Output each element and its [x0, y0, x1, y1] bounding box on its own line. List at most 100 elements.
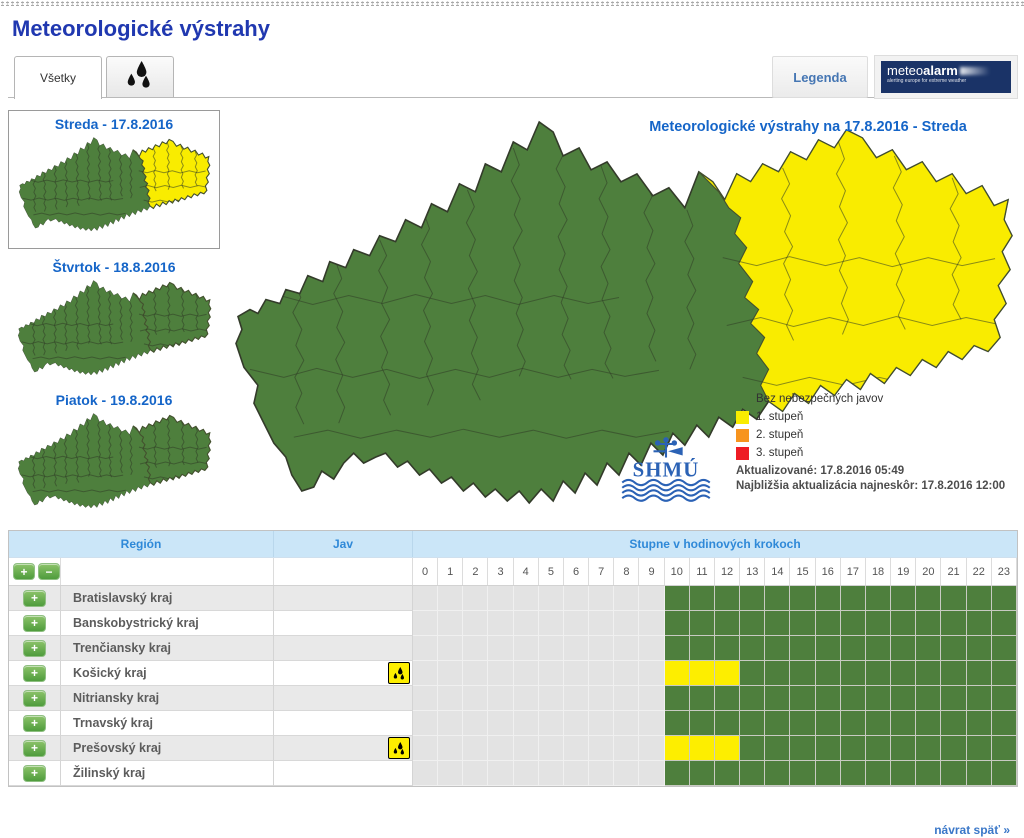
hour-cell [513, 636, 539, 661]
hour-cell [815, 611, 841, 636]
map-title: Meteorologické výstrahy na 17.8.2016 - S… [649, 119, 967, 135]
hour-header-label: 14 [765, 558, 791, 585]
legend-button[interactable]: Legenda [772, 56, 868, 98]
hour-cell [815, 686, 841, 711]
hour-cell [891, 761, 917, 786]
legend-color-yellow [736, 410, 749, 424]
hour-cell [413, 761, 439, 786]
region-cell: Košický kraj [61, 661, 274, 686]
hour-cell [966, 761, 992, 786]
legend-item-none: Bez nebezpečných javov [736, 390, 883, 408]
hour-cell [714, 686, 741, 711]
hour-cell [941, 586, 967, 611]
hour-cell [790, 711, 816, 736]
hour-header-label: 12 [715, 558, 741, 585]
hour-header-label: 21 [941, 558, 967, 585]
day-thumbnail-friday[interactable]: Piatok - 19.8.2016 [8, 387, 220, 519]
hour-cell [891, 611, 917, 636]
hour-cell [639, 711, 665, 736]
expand-row-button[interactable]: + [23, 614, 46, 632]
legend-button-label: Legenda [793, 69, 847, 85]
hour-cell [714, 636, 741, 661]
expander-cell: + [9, 736, 61, 761]
hour-cell [991, 686, 1017, 711]
hour-cell [740, 611, 766, 636]
hour-cell [815, 661, 841, 686]
hour-cell [639, 686, 665, 711]
hour-cell [413, 661, 439, 686]
hour-cell [513, 711, 539, 736]
meteoalarm-streak [959, 67, 990, 75]
hour-cell [513, 611, 539, 636]
tab-rain-warnings[interactable] [106, 56, 174, 98]
shmu-logo-text: SHMÚ [633, 457, 700, 481]
hour-header-label: 6 [564, 558, 590, 585]
hour-cell [413, 736, 439, 761]
legend-label: 2. stupeň [756, 429, 804, 441]
hour-cell [840, 736, 866, 761]
hour-header-label: 20 [916, 558, 942, 585]
hour-cell [639, 661, 665, 686]
day-thumbnail-thursday[interactable]: Štvrtok - 18.8.2016 [8, 254, 220, 386]
hour-cell [740, 711, 766, 736]
hour-cell [538, 711, 564, 736]
hour-cell [991, 611, 1017, 636]
hour-cell [840, 586, 866, 611]
rain-warning-icon [388, 662, 410, 684]
expand-all-cell: + − [9, 558, 61, 585]
hour-cell [790, 736, 816, 761]
hour-cell [916, 711, 942, 736]
hour-cell [563, 611, 590, 636]
hour-cell [714, 611, 741, 636]
region-label: Prešovský kraj [73, 741, 162, 755]
expand-row-button[interactable]: + [23, 689, 46, 707]
day-thumbnail-wednesday[interactable]: Streda - 17.8.2016 [8, 110, 220, 249]
rain-warning-icon [388, 737, 410, 759]
hour-cell [664, 611, 690, 636]
tab-all-label: Všetky [39, 71, 76, 85]
table-row: + Banskobystrický kraj [9, 611, 1017, 636]
hour-cell [463, 711, 489, 736]
hour-cell [991, 636, 1017, 661]
hour-cell [614, 761, 640, 786]
column-header-phenomenon: Jav [274, 531, 413, 557]
legend-label: Bez nebezpečných javov [756, 393, 884, 405]
meteoalarm-button[interactable]: meteoalarm alerting europe for extreme w… [874, 55, 1018, 99]
expand-row-button[interactable]: + [23, 664, 46, 682]
hour-cell [563, 711, 590, 736]
hour-cell [991, 586, 1017, 611]
expand-row-button[interactable]: + [23, 589, 46, 607]
back-link[interactable]: návrat späť » [934, 823, 1010, 837]
meteoalarm-logo: meteoalarm alerting europe for extreme w… [881, 61, 1011, 93]
meteoalarm-word-meteo: meteo [887, 63, 924, 78]
hour-header-label: 16 [816, 558, 841, 585]
table-row: + Nitriansky kraj [9, 686, 1017, 711]
expand-row-button[interactable]: + [23, 764, 46, 782]
legend-color-green [736, 392, 749, 406]
region-label: Žilinský kraj [73, 766, 146, 780]
hour-cell [740, 636, 766, 661]
hour-cell [966, 661, 992, 686]
hour-cell [865, 636, 892, 661]
expand-row-button[interactable]: + [23, 639, 46, 657]
thumbnail-date-label: Piatok - 19.8.2016 [55, 392, 173, 408]
hour-header-row: + − 0 1 2 3 4 5 6 7 8 9 10 11 12 13 14 15 16 17 18 19 20 21 22… [9, 558, 1017, 586]
region-label: Trenčiansky kraj [73, 641, 171, 655]
hour-cell [815, 636, 841, 661]
hour-cell [438, 636, 464, 661]
expand-all-button[interactable]: + [13, 563, 35, 580]
phenomenon-cell [274, 711, 413, 736]
expand-row-button[interactable]: + [23, 739, 46, 757]
region-cell: Bratislavský kraj [61, 586, 274, 611]
hour-cell [991, 761, 1017, 786]
hour-cell [438, 761, 464, 786]
update-info: Aktualizované: 17.8.2016 05:49 Najbližši… [736, 464, 1005, 494]
hour-cell [538, 586, 564, 611]
collapse-all-button[interactable]: − [38, 563, 60, 580]
region-label: Nitriansky kraj [73, 691, 160, 705]
hour-cell [840, 636, 866, 661]
tab-all-warnings[interactable]: Všetky [14, 56, 102, 99]
expand-row-button[interactable]: + [23, 714, 46, 732]
hour-cell [664, 586, 690, 611]
legend-label: 3. stupeň [756, 447, 804, 459]
